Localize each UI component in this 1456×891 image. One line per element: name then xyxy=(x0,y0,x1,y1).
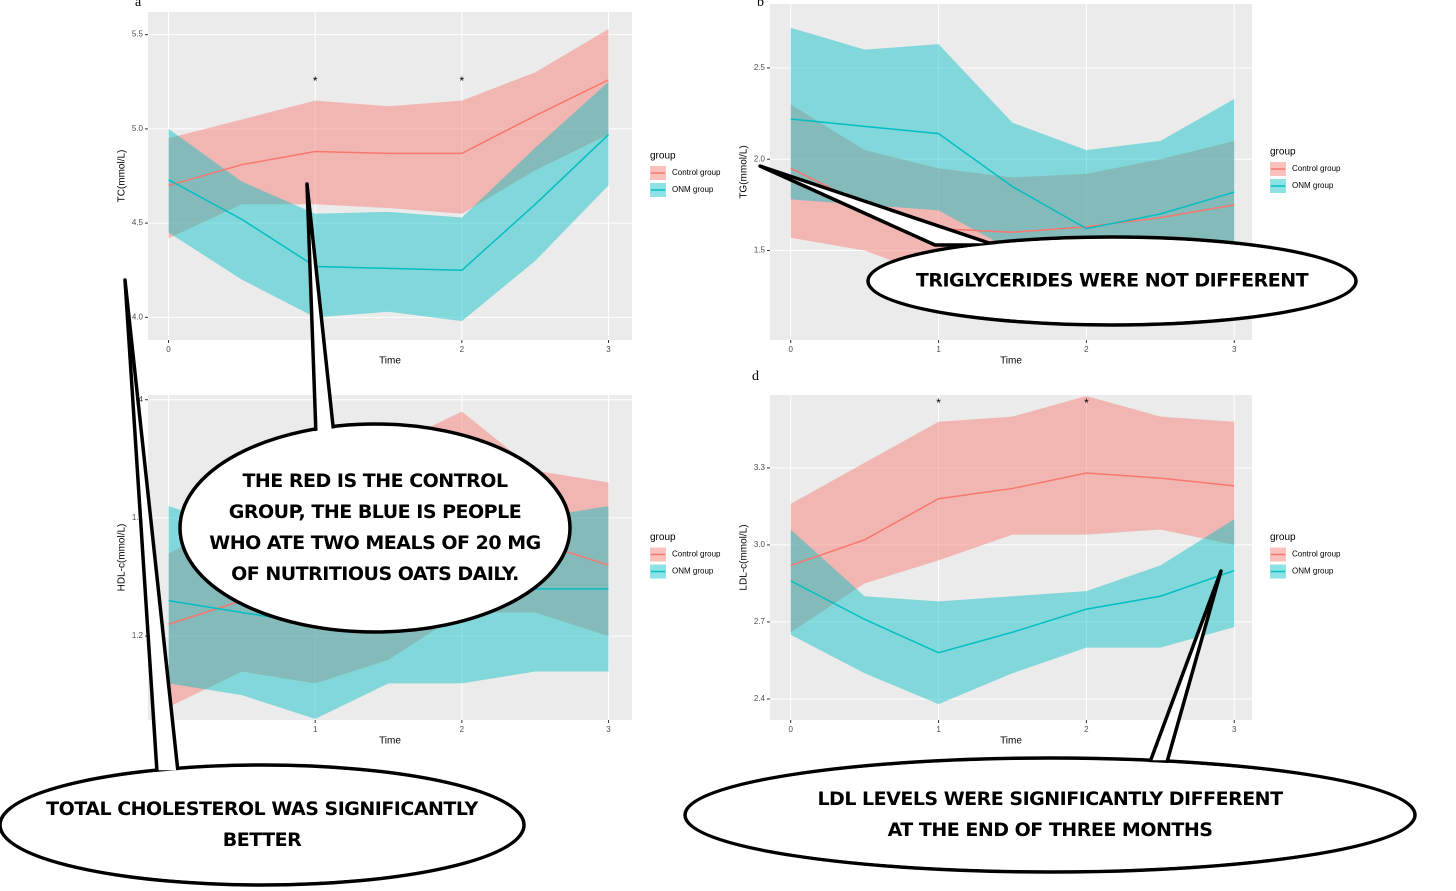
speech-bubble-inner xyxy=(182,426,568,630)
x-tick-label: 3 xyxy=(1232,345,1237,354)
legend-label: Control group xyxy=(672,168,721,177)
panel-label: b xyxy=(757,0,764,10)
callout-text: TOTAL CHOLESTEROL WAS SIGNIFICANTLY xyxy=(46,798,478,820)
confidence-ribbon xyxy=(168,28,609,239)
x-axis-title: Time xyxy=(1000,356,1022,367)
legend-title: group xyxy=(650,532,676,543)
y-axis-title: LDL-c(mmol/L) xyxy=(739,524,750,590)
legend-label: Control group xyxy=(1292,550,1341,559)
x-tick-label: 2 xyxy=(460,725,465,734)
legend-label: ONM group xyxy=(1292,181,1334,190)
speech-bubble-inner xyxy=(687,760,1413,870)
y-tick-label: 4.0 xyxy=(132,312,144,321)
callout-text: WHO ATE TWO MEALS OF 20 MG xyxy=(209,532,540,554)
panel-label: d xyxy=(752,369,759,384)
significance-marker: * xyxy=(460,74,465,88)
y-axis-title: HDL-c(mmol/L) xyxy=(117,524,128,592)
legend-title: group xyxy=(1270,532,1296,543)
callout-text: OF NUTRITIOUS OATS DAILY. xyxy=(231,563,519,585)
x-tick-label: 2 xyxy=(460,345,465,354)
series-line xyxy=(790,118,1235,230)
y-tick-label: 1.5 xyxy=(754,246,766,255)
x-tick-label: 1 xyxy=(936,345,941,354)
y-axis-title: TG(mmol/L) xyxy=(739,145,750,198)
callout-text: TRIGLYCERIDES WERE NOT DIFFERENT xyxy=(916,270,1309,292)
series-line xyxy=(790,472,1235,567)
x-tick-label: 0 xyxy=(166,345,171,354)
plot-background xyxy=(770,395,1252,720)
confidence-ribbon xyxy=(790,104,1235,278)
x-tick-label: 0 xyxy=(788,725,793,734)
confidence-ribbon xyxy=(790,396,1235,633)
legend-title: group xyxy=(650,151,676,162)
y-tick-label: 1.2 xyxy=(132,631,144,640)
x-axis-title: Time xyxy=(1000,736,1022,747)
y-tick-label: 4.5 xyxy=(132,218,144,227)
y-tick-label: 3.3 xyxy=(754,463,766,472)
x-tick-label: 3 xyxy=(606,345,611,354)
x-axis-title: Time xyxy=(379,356,401,367)
callout-text: GROUP, THE BLUE IS PEOPLE xyxy=(229,501,521,523)
legend-label: Control group xyxy=(672,550,721,559)
x-tick-label: 1 xyxy=(936,725,941,734)
series-line xyxy=(168,133,610,272)
speech-bubble-tail xyxy=(758,164,997,247)
legend-title: group xyxy=(1270,147,1296,158)
plot-background xyxy=(148,12,632,340)
y-tick-label: 2.0 xyxy=(754,154,766,163)
significance-marker: * xyxy=(313,74,318,88)
x-tick-label: 1 xyxy=(313,725,318,734)
x-tick-label: 3 xyxy=(1232,725,1237,734)
callout-text: LDL LEVELS WERE SIGNIFICANTLY DIFFERENT xyxy=(817,788,1283,810)
y-tick-label: 5.5 xyxy=(132,30,144,39)
legend-label: Control group xyxy=(1292,164,1341,173)
y-tick-label: 2.7 xyxy=(754,617,766,626)
y-tick-label: 1.3 xyxy=(132,513,144,522)
callout-text: BETTER xyxy=(223,829,302,851)
confidence-ribbon xyxy=(790,519,1235,705)
legend-label: ONM group xyxy=(672,567,714,576)
x-axis-title: Time xyxy=(379,736,401,747)
callout-text: THE RED IS THE CONTROL xyxy=(242,470,508,492)
speech-bubble-tail xyxy=(1148,569,1223,764)
speech-bubble-inner xyxy=(870,239,1354,323)
x-tick-label: 2 xyxy=(1084,725,1089,734)
confidence-ribbon xyxy=(168,81,609,322)
x-tick-label: 3 xyxy=(606,725,611,734)
y-tick-label: 3.0 xyxy=(754,540,766,549)
speech-bubble-inner xyxy=(2,767,522,883)
significance-marker: * xyxy=(936,396,941,410)
y-tick-label: 5.0 xyxy=(132,124,144,133)
significance-marker: * xyxy=(1084,396,1089,410)
legend-label: ONM group xyxy=(1292,567,1334,576)
x-tick-label: 2 xyxy=(1084,345,1089,354)
series-line xyxy=(790,569,1235,654)
panel-label: a xyxy=(135,0,142,10)
y-tick-label: 2.4 xyxy=(754,694,766,703)
x-tick-label: 0 xyxy=(788,345,793,354)
legend-label: ONM group xyxy=(672,185,714,194)
series-line xyxy=(168,79,609,187)
callout-text: AT THE END OF THREE MONTHS xyxy=(888,819,1213,841)
y-tick-label: 2.5 xyxy=(754,63,766,72)
y-axis-title: TC(mmol/L) xyxy=(117,150,128,203)
